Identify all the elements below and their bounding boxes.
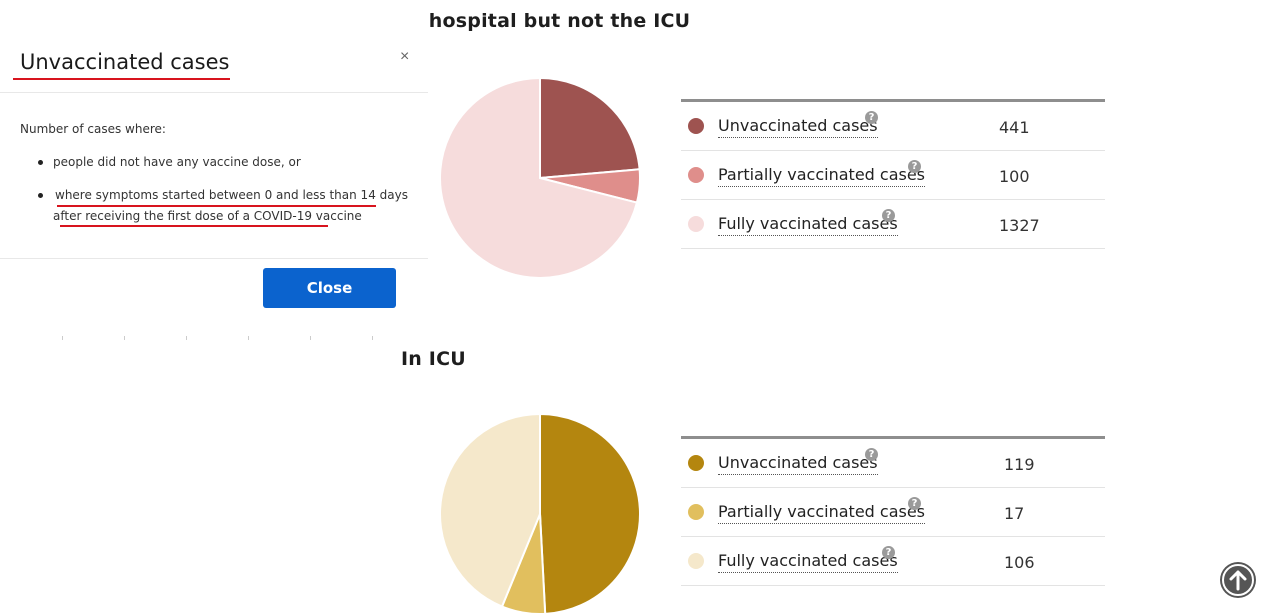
question-circle-icon[interactable]: ? [908, 160, 921, 173]
icu-section-title: In ICU [401, 348, 466, 370]
fully-color-dot [688, 553, 704, 569]
icu-pie-chart [438, 407, 642, 614]
definition-modal: Unvaccinated cases × Number of cases whe… [0, 0, 430, 340]
close-icon[interactable]: × [400, 48, 410, 65]
fully-color-dot [688, 216, 704, 232]
hospital-pie-chart [438, 71, 642, 285]
question-circle-icon[interactable]: ? [865, 111, 878, 124]
bullet-icon [38, 160, 43, 165]
fully-slice [439, 412, 541, 608]
unvaccinated-color-dot [688, 455, 704, 471]
unvaccinated-label[interactable]: Unvaccinated cases [718, 453, 878, 475]
fully-value: 1327 [999, 216, 1040, 235]
legend-row-unvaccinated: Unvaccinated cases ? 441 [681, 102, 1105, 151]
partially-value: 100 [999, 167, 1030, 186]
partially-color-dot [688, 504, 704, 520]
red-annotation-underline [60, 225, 328, 227]
bullet-icon [38, 193, 43, 198]
axis-tick [310, 336, 311, 340]
axis-tick [372, 336, 373, 340]
modal-footer-divider [0, 258, 428, 259]
modal-header-divider [0, 92, 428, 93]
modal-bullet-2: where symptoms started between 0 and les… [55, 188, 408, 202]
unvaccinated-value: 441 [999, 118, 1030, 137]
question-circle-icon[interactable]: ? [882, 546, 895, 559]
fully-value: 106 [1004, 553, 1035, 572]
question-circle-icon[interactable]: ? [908, 497, 921, 510]
fully-slice [439, 76, 639, 279]
unvaccinated-slice [539, 76, 641, 180]
fully-label[interactable]: Fully vaccinated cases [718, 214, 898, 236]
unvaccinated-label[interactable]: Unvaccinated cases [718, 116, 878, 138]
red-annotation-underline [13, 78, 230, 80]
axis-tick [186, 336, 187, 340]
legend-row-fully: Fully vaccinated cases ? 1327 [681, 200, 1105, 249]
hospital-section-title: In hospital but not the ICU [401, 10, 691, 32]
arrow-up-circle-icon[interactable] [1220, 562, 1256, 598]
partially-color-dot [688, 167, 704, 183]
modal-title: Unvaccinated cases [20, 50, 230, 74]
question-circle-icon[interactable]: ? [865, 448, 878, 461]
axis-tick [124, 336, 125, 340]
legend-row-fully: Fully vaccinated cases ? 106 [681, 537, 1105, 586]
icu-legend-table: Unvaccinated cases ? 119 Partially vacci… [681, 436, 1105, 586]
fully-label[interactable]: Fully vaccinated cases [718, 551, 898, 573]
modal-bullet-1: people did not have any vaccine dose, or [53, 155, 301, 169]
legend-row-partially: Partially vaccinated cases ? 17 [681, 488, 1105, 537]
hospital-legend-table: Unvaccinated cases ? 441 Partially vacci… [681, 99, 1105, 249]
partially-value: 17 [1004, 504, 1025, 523]
unvaccinated-slice [539, 412, 641, 614]
question-circle-icon[interactable]: ? [882, 209, 895, 222]
axis-tick [248, 336, 249, 340]
unvaccinated-color-dot [688, 118, 704, 134]
partially-label[interactable]: Partially vaccinated cases [718, 165, 926, 187]
modal-intro-text: Number of cases where: [20, 122, 166, 136]
partially-label[interactable]: Partially vaccinated cases [718, 502, 926, 524]
red-annotation-underline [57, 205, 376, 207]
legend-row-partially: Partially vaccinated cases ? 100 [681, 151, 1105, 200]
axis-tick [62, 336, 63, 340]
modal-bullet-2-continued: after receiving the first dose of a COVI… [53, 209, 362, 223]
legend-row-unvaccinated: Unvaccinated cases ? 119 [681, 439, 1105, 488]
unvaccinated-value: 119 [1004, 455, 1035, 474]
close-button[interactable]: Close [263, 268, 396, 308]
